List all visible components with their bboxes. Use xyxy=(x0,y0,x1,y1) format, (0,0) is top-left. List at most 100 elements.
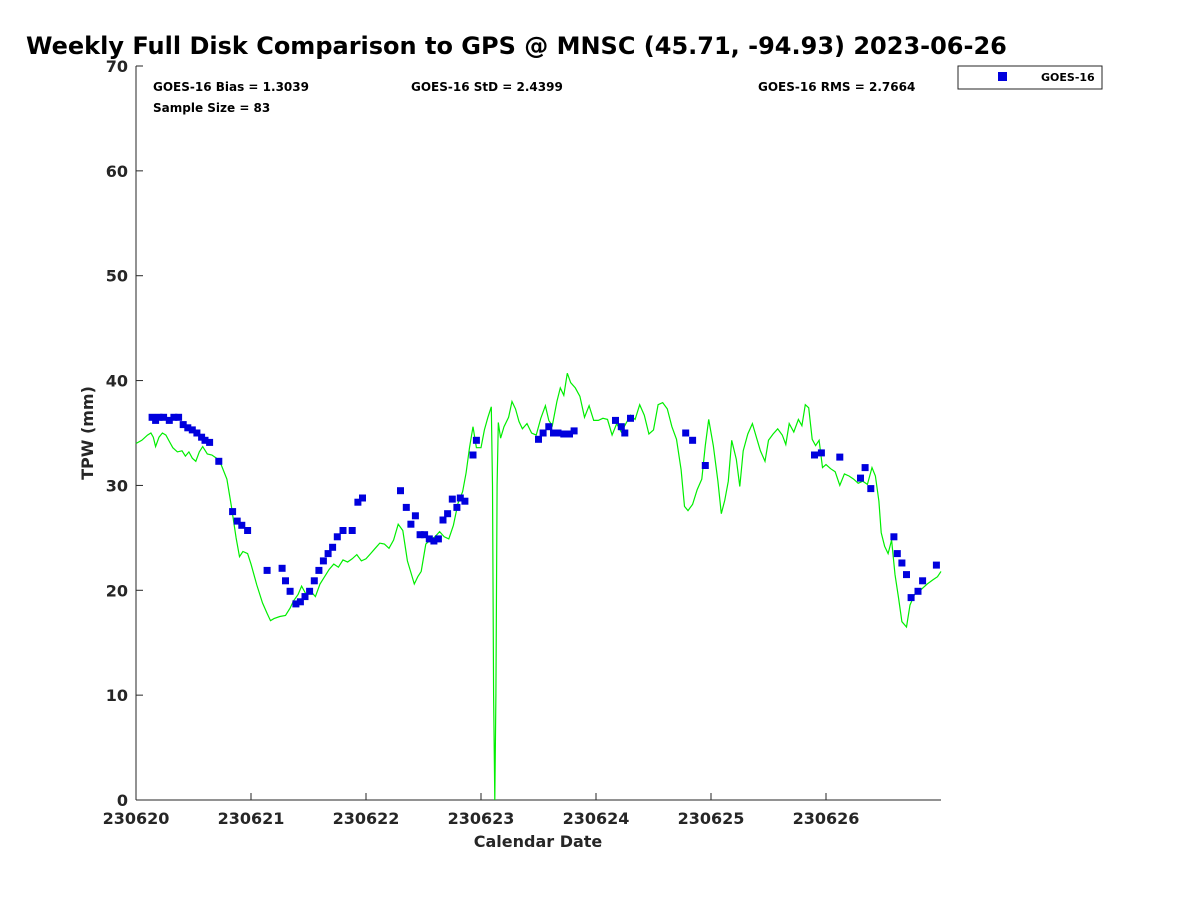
goes16-point xyxy=(170,413,178,421)
goes16-point xyxy=(893,550,901,558)
sample-size-stat: Sample Size = 83 xyxy=(153,101,270,115)
goes16-point xyxy=(689,436,697,444)
y-axis-ticks: 0 10 20 30 40 50 60 70 xyxy=(106,57,143,810)
goes16-point xyxy=(402,503,410,511)
goes16-point xyxy=(434,535,442,543)
goes16-point xyxy=(165,416,173,424)
goes16-point xyxy=(244,527,252,534)
goes16-point xyxy=(903,571,910,579)
y-tick-label: 10 xyxy=(106,686,128,705)
std-stat: GOES-16 StD = 2.4399 xyxy=(411,80,563,94)
x-tick-label: 230622 xyxy=(333,809,400,828)
goes16-point xyxy=(359,494,366,502)
goes16-point xyxy=(861,464,869,472)
goes16-point xyxy=(682,429,690,437)
goes16-point xyxy=(570,427,578,435)
goes16-point xyxy=(206,438,214,446)
goes16-point xyxy=(233,517,241,525)
goes16-point xyxy=(319,557,327,565)
goes16-point xyxy=(286,587,294,595)
gps-tpw-line xyxy=(135,372,942,801)
goes16-point xyxy=(184,424,192,432)
goes16-point xyxy=(566,430,573,438)
goes16-point xyxy=(179,421,187,429)
y-tick-label: 60 xyxy=(106,162,128,181)
goes16-point xyxy=(175,413,183,421)
goes16-point xyxy=(263,566,271,574)
x-axis-label: Calendar Date xyxy=(474,832,603,851)
y-tick-label: 30 xyxy=(106,476,128,495)
goes16-point xyxy=(453,503,461,511)
goes16-point xyxy=(425,535,433,543)
goes16-point xyxy=(324,550,332,558)
goes16-point xyxy=(545,423,553,431)
goes16-point xyxy=(193,429,201,437)
goes16-point xyxy=(535,435,542,443)
y-tick-label: 40 xyxy=(106,372,128,391)
goes16-point xyxy=(560,430,568,438)
legend: GOES-16 xyxy=(957,65,1103,90)
plot-area xyxy=(135,66,941,801)
goes16-point xyxy=(306,587,314,595)
x-tick-label: 230626 xyxy=(793,809,860,828)
goes16-point xyxy=(456,494,464,502)
goes16-point xyxy=(229,508,237,516)
goes16-point xyxy=(238,521,246,529)
goes16-point xyxy=(701,462,709,469)
goes16-point xyxy=(348,527,356,534)
goes16-point xyxy=(444,510,452,518)
goes16-point xyxy=(472,436,480,444)
y-axis-label: TPW (mm) xyxy=(78,386,97,480)
goes16-point xyxy=(612,416,619,424)
goes16-point xyxy=(539,429,547,437)
goes16-point xyxy=(817,449,825,457)
goes16-point xyxy=(296,598,304,606)
goes16-point xyxy=(160,413,168,421)
goes16-point xyxy=(469,451,477,459)
goes16-point xyxy=(411,512,419,520)
goes16-point xyxy=(329,543,337,551)
x-tick-label: 230621 xyxy=(218,809,285,828)
goes16-point xyxy=(550,429,557,437)
legend-label: GOES-16 xyxy=(1041,71,1095,84)
goes16-point xyxy=(416,531,424,539)
goes16-point xyxy=(867,485,875,493)
goes16-point xyxy=(215,457,223,465)
goes16-point xyxy=(310,577,318,585)
series-layer xyxy=(135,372,942,801)
x-tick-label: 230624 xyxy=(563,809,630,828)
goes16-point xyxy=(439,516,447,524)
goes16-point xyxy=(811,451,818,459)
goes16-point xyxy=(627,414,634,422)
goes16-point xyxy=(278,564,286,572)
y-tick-label: 20 xyxy=(106,581,128,600)
goes16-point xyxy=(333,533,341,541)
goes16-point xyxy=(898,559,906,567)
y-tick-label: 70 xyxy=(106,57,128,76)
legend-marker xyxy=(998,72,1007,81)
goes16-point xyxy=(914,587,922,595)
legend-box xyxy=(957,65,1103,90)
goes16-point xyxy=(621,429,629,437)
goes16-point xyxy=(201,436,209,444)
goes16-point xyxy=(301,593,309,601)
goes16-point xyxy=(554,429,562,437)
x-tick-label: 230625 xyxy=(678,809,745,828)
chart-title: Weekly Full Disk Comparison to GPS @ MNS… xyxy=(26,32,1007,60)
y-tick-label: 50 xyxy=(106,267,128,286)
goes16-point xyxy=(397,487,404,495)
x-axis-ticks: 230620 230621 230622 230623 230624 230625 2306… xyxy=(103,793,860,828)
bias-stat: GOES-16 Bias = 1.3039 xyxy=(153,80,309,94)
goes16-point xyxy=(617,423,625,431)
rms-stat: GOES-16 RMS = 2.7664 xyxy=(758,80,915,94)
goes16-point xyxy=(315,566,323,574)
x-tick-label: 230623 xyxy=(448,809,515,828)
goes16-point xyxy=(932,561,940,569)
goes16-point xyxy=(461,497,469,505)
goes16-point xyxy=(155,413,163,421)
goes16-point xyxy=(421,531,429,539)
goes16-point xyxy=(448,495,456,503)
goes16-point xyxy=(188,426,196,434)
goes16-point xyxy=(890,533,898,541)
